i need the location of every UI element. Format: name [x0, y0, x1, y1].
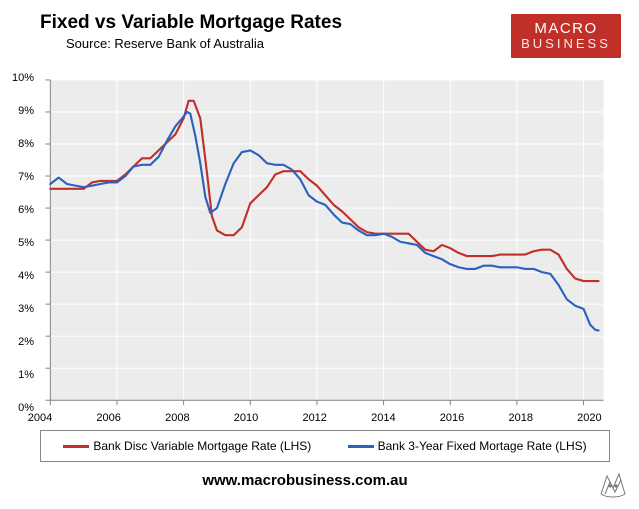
y-tick-label: 5% [4, 237, 34, 249]
x-tick-label: 2014 [371, 412, 395, 424]
logo-line2: BUSINESS [521, 37, 611, 51]
chart-subtitle: Source: Reserve Bank of Australia [40, 36, 511, 51]
chart-container: Fixed vs Variable Mortgage Rates Source:… [0, 0, 639, 509]
y-tick-label: 4% [4, 270, 34, 282]
legend: Bank Disc Variable Mortgage Rate (LHS) Ba… [40, 430, 610, 462]
legend-swatch [63, 445, 89, 448]
legend-swatch [348, 445, 374, 448]
title-block: Fixed vs Variable Mortgage Rates Source:… [40, 12, 511, 51]
x-tick-label: 2010 [234, 412, 258, 424]
header-row: Fixed vs Variable Mortgage Rates Source:… [0, 0, 639, 58]
logo-line1: MACRO [534, 21, 597, 37]
x-tick-label: 2020 [577, 412, 601, 424]
macrobusiness-logo: MACRO BUSINESS [511, 14, 621, 58]
y-tick-label: 8% [4, 138, 34, 150]
legend-item: Bank 3-Year Fixed Mortage Rate (LHS) [348, 439, 587, 453]
x-tick-label: 2004 [28, 412, 52, 424]
x-tick-label: 2018 [508, 412, 532, 424]
x-tick-label: 2006 [96, 412, 120, 424]
legend-label: Bank 3-Year Fixed Mortage Rate (LHS) [378, 439, 587, 453]
legend-item: Bank Disc Variable Mortgage Rate (LHS) [63, 439, 311, 453]
chart-area: 0%1%2%3%4%5%6%7%8%9%10%20042006200820102… [40, 78, 610, 408]
chart-svg [40, 78, 610, 408]
x-tick-label: 2016 [440, 412, 464, 424]
y-tick-label: 7% [4, 171, 34, 183]
chart-title: Fixed vs Variable Mortgage Rates [40, 12, 511, 34]
y-tick-label: 10% [4, 72, 34, 84]
y-tick-label: 3% [4, 303, 34, 315]
y-tick-label: 2% [4, 336, 34, 348]
y-tick-label: 1% [4, 369, 34, 381]
source-url: www.macrobusiness.com.au [0, 472, 610, 489]
y-tick-label: 6% [4, 204, 34, 216]
x-tick-label: 2008 [165, 412, 189, 424]
legend-label: Bank Disc Variable Mortgage Rate (LHS) [93, 439, 311, 453]
wolf-logo-icon [595, 466, 631, 502]
x-tick-label: 2012 [302, 412, 326, 424]
y-tick-label: 9% [4, 105, 34, 117]
